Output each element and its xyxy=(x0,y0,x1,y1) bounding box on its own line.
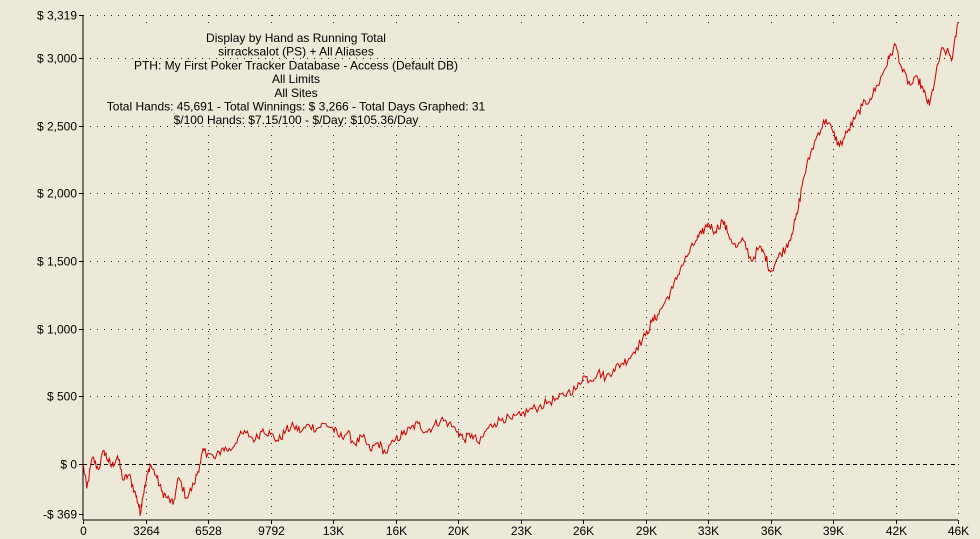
info-line: Display by Hand as Running Total xyxy=(206,31,386,45)
y-tick-label: -$ 369 xyxy=(43,508,77,522)
y-tick-label: $ 1,500 xyxy=(37,255,77,269)
y-tick-label: $ 2,000 xyxy=(37,187,77,201)
info-line: Total Hands: 45,691 - Total Winnings: $ … xyxy=(107,100,486,114)
y-tick-label: $ 0 xyxy=(60,458,77,472)
x-tick-label: 6528 xyxy=(195,524,222,538)
grid xyxy=(83,15,959,514)
info-block: Display by Hand as Running Totalsirracks… xyxy=(107,31,486,127)
series-layer xyxy=(82,22,959,516)
y-tick-label: $ 3,000 xyxy=(37,52,77,66)
x-tick-labels: 0 3264 6528 9792 13K 16K 20K 23K 26K 29K 33K 36K 39K… xyxy=(80,520,969,538)
x-tick-label: 3264 xyxy=(133,524,160,538)
y-tick-label: $ 500 xyxy=(47,390,77,404)
x-tick-label: 20K xyxy=(448,524,469,538)
series-line-0 xyxy=(82,22,959,516)
x-tick-label: 13K xyxy=(323,524,344,538)
y-tick-label: $ 3,319 xyxy=(37,9,77,23)
x-tick-label: 0 xyxy=(80,524,87,538)
x-tick-label: 46K xyxy=(948,524,969,538)
x-tick-label: 16K xyxy=(386,524,407,538)
x-tick-label: 36K xyxy=(761,524,782,538)
axes xyxy=(82,15,958,521)
y-tick-labels: -$ 369 $ 0 $ 500 $ 1,000 $ 1,500 $ 2,000 $ 2,5… xyxy=(37,9,83,522)
x-tick-label: 33K xyxy=(698,524,719,538)
info-line: sirracksalot (PS) + All Aliases xyxy=(218,45,374,59)
x-tick-label: 42K xyxy=(886,524,907,538)
x-tick-label: 39K xyxy=(823,524,844,538)
y-tick-label: $ 2,500 xyxy=(37,120,77,134)
x-tick-label: 29K xyxy=(636,524,657,538)
x-tick-label: 9792 xyxy=(258,524,285,538)
x-tick-label: 23K xyxy=(511,524,532,538)
x-tick-label: 26K xyxy=(573,524,594,538)
info-line: All Sites xyxy=(274,86,317,100)
info-line: PTH: My First Poker Tracker Database - A… xyxy=(134,58,458,72)
info-line: All Limits xyxy=(272,72,320,86)
y-tick-label: $ 1,000 xyxy=(37,323,77,337)
info-line: $/100 Hands: $7.15/100 - $/Day: $105.36/… xyxy=(174,113,419,127)
